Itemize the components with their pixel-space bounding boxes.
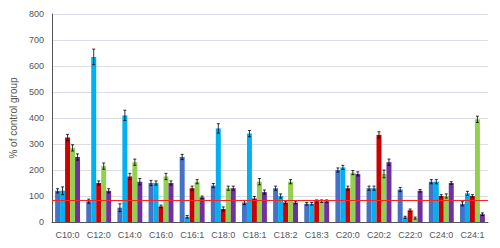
svg-text:C20:2: C20:2: [367, 230, 391, 240]
svg-text:600: 600: [29, 61, 44, 71]
svg-text:C18:3: C18:3: [305, 230, 329, 240]
svg-text:C16:1: C16:1: [180, 230, 204, 240]
svg-text:C14:0: C14:0: [118, 230, 142, 240]
svg-text:200: 200: [29, 165, 44, 175]
svg-text:C10:0: C10:0: [56, 230, 80, 240]
svg-text:C18:2: C18:2: [274, 230, 298, 240]
svg-text:C20:0: C20:0: [336, 230, 360, 240]
svg-text:300: 300: [29, 139, 44, 149]
svg-text:C12:0: C12:0: [87, 230, 111, 240]
svg-text:% of control group: % of control group: [8, 77, 19, 159]
svg-text:800: 800: [29, 9, 44, 19]
svg-text:500: 500: [29, 87, 44, 97]
svg-text:0: 0: [39, 217, 44, 227]
svg-text:C24:0: C24:0: [429, 230, 453, 240]
svg-text:C18:0: C18:0: [211, 230, 235, 240]
svg-text:100: 100: [29, 191, 44, 201]
svg-text:C16:0: C16:0: [149, 230, 173, 240]
svg-text:C22:0: C22:0: [398, 230, 422, 240]
svg-text:C24:1: C24:1: [460, 230, 484, 240]
svg-text:C18:1: C18:1: [242, 230, 266, 240]
svg-text:700: 700: [29, 35, 44, 45]
svg-text:400: 400: [29, 113, 44, 123]
